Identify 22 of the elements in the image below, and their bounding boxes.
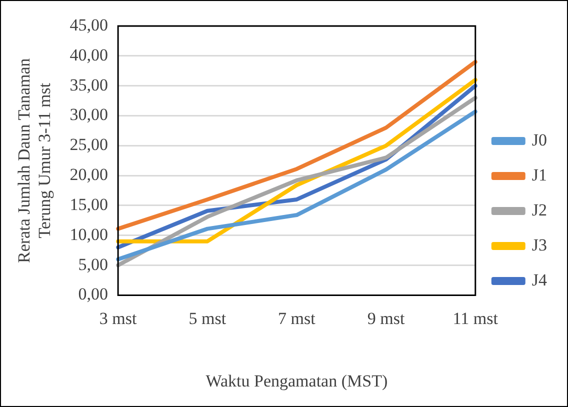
y-tick-label: 20,00 xyxy=(70,165,108,184)
y-tick-label: 30,00 xyxy=(70,105,108,124)
x-tick-label: 7 mst xyxy=(278,308,316,328)
x-tick-label: 9 mst xyxy=(367,308,405,328)
legend-label: J2 xyxy=(532,200,548,220)
legend-label: J3 xyxy=(532,235,548,254)
legend-label: J1 xyxy=(532,165,548,184)
x-tick-label: 11 mst xyxy=(452,308,498,328)
x-axis-title: Waktu Pengamatan (MST) xyxy=(206,371,388,390)
y-tick-label: 25,00 xyxy=(70,135,108,154)
x-tick-label: 5 mst xyxy=(188,308,226,328)
legend-label: J4 xyxy=(532,270,548,290)
y-tick-label: 40,00 xyxy=(70,45,108,64)
y-tick-label: 10,00 xyxy=(70,224,108,244)
y-tick-label: 0,00 xyxy=(78,284,108,304)
y-axis-title: Rerata Jumlah Daun Tanaman Terung Umur 3-11 mst xyxy=(14,58,54,263)
y-tick-label: 45,00 xyxy=(70,15,108,34)
y-tick-label: 5,00 xyxy=(78,254,108,274)
legend-label: J0 xyxy=(532,130,548,150)
x-tick-label: 3 mst xyxy=(99,308,137,328)
y-tick-label: 15,00 xyxy=(70,194,108,214)
y-tick-label: 35,00 xyxy=(70,75,108,94)
